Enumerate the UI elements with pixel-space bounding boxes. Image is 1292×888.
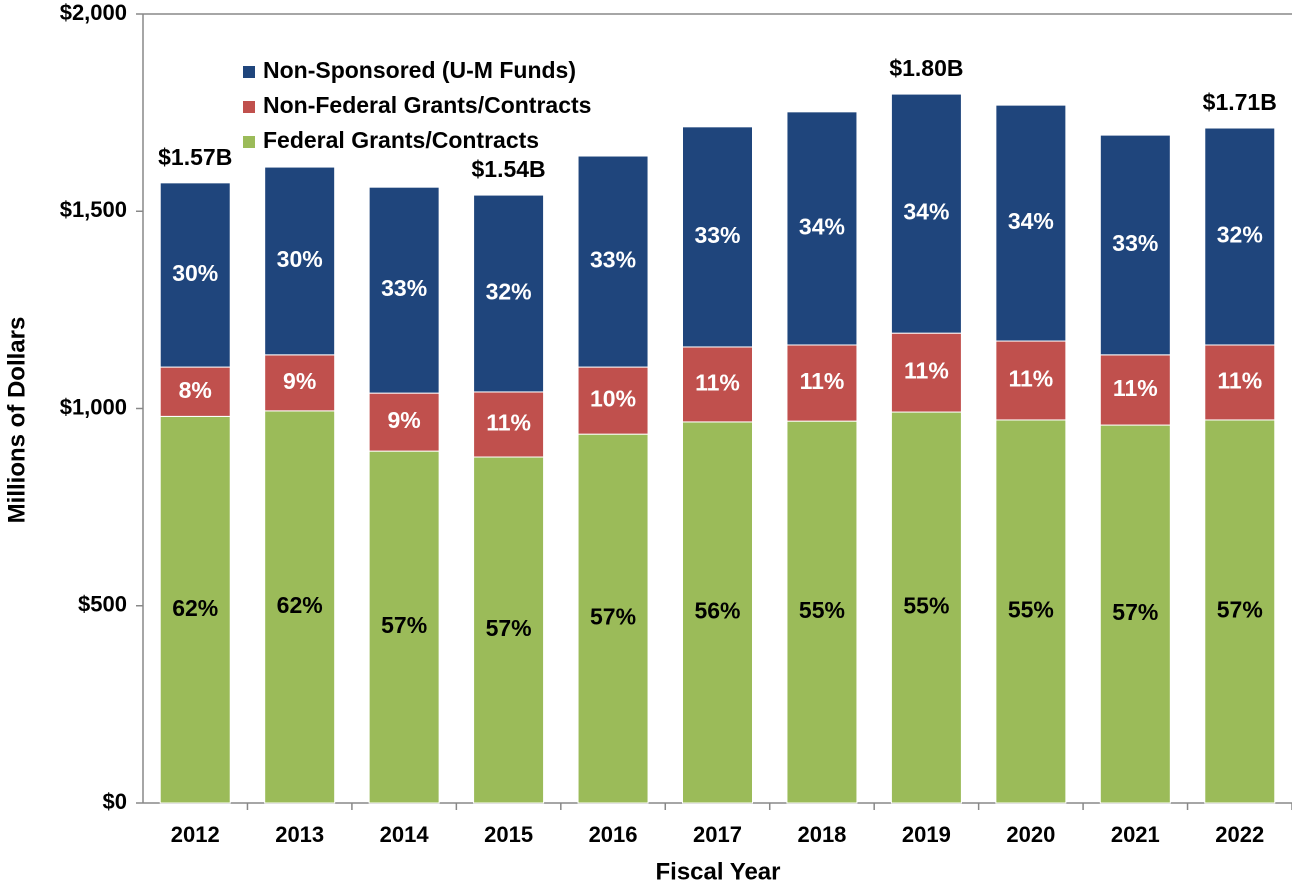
share-label: 55%	[799, 597, 845, 623]
bar-segment	[1204, 127, 1276, 346]
share-label: 11%	[904, 358, 949, 384]
bar-segment	[577, 366, 649, 435]
x-tick-label: 2015	[484, 822, 533, 847]
bar-segment	[264, 166, 336, 356]
x-tick-label: 2017	[693, 822, 742, 847]
share-label: 33%	[694, 222, 740, 248]
y-tick-label: $0	[103, 789, 127, 814]
share-label: 11%	[1008, 366, 1053, 392]
bar-segment	[368, 186, 440, 394]
x-tick-label: 2018	[797, 822, 846, 847]
share-label: 30%	[277, 246, 323, 272]
bar-segment	[890, 93, 962, 334]
bar-segment	[786, 344, 858, 422]
bar-segment	[159, 182, 231, 368]
share-label: 57%	[486, 615, 532, 641]
share-label: 11%	[800, 368, 845, 394]
share-label: 8%	[179, 377, 212, 403]
y-tick-label: $1,500	[60, 197, 127, 222]
y-tick-label: $2,000	[60, 0, 127, 25]
total-label: $1.54B	[472, 156, 546, 182]
bar-segment	[682, 346, 753, 423]
bar-segment	[368, 450, 440, 804]
bar-segment	[1204, 419, 1276, 804]
x-tick-label: 2012	[171, 822, 220, 847]
x-axis-title: Fiscal Year	[656, 858, 781, 885]
bar-segment	[1204, 344, 1276, 421]
bar-segment	[264, 354, 336, 412]
legend-label: Non-Federal Grants/Contracts	[263, 92, 591, 118]
share-label: 56%	[694, 598, 740, 624]
share-label: 11%	[486, 410, 531, 436]
share-label: 34%	[903, 199, 949, 225]
total-label: $1.57B	[158, 144, 232, 170]
share-label: 9%	[283, 368, 316, 394]
share-label: 57%	[1112, 599, 1158, 625]
bar-segment	[995, 419, 1067, 804]
bar-segment	[159, 415, 231, 804]
x-tick-label: 2016	[589, 822, 638, 847]
bar-segment	[786, 420, 858, 804]
share-label: 11%	[1113, 375, 1158, 401]
legend-swatch	[243, 101, 255, 113]
bar-segment	[264, 410, 336, 804]
bar-segment	[1099, 424, 1171, 804]
x-tick-label: 2019	[902, 822, 951, 847]
bar-segment	[577, 433, 649, 804]
share-label: 34%	[1008, 208, 1054, 234]
bar-segment	[682, 126, 753, 348]
bar-segment	[1099, 134, 1171, 356]
share-label: 9%	[388, 407, 421, 433]
x-tick-label: 2014	[380, 822, 430, 847]
bar-segment	[995, 104, 1067, 342]
total-label: $1.80B	[889, 55, 963, 81]
bar-segment	[682, 421, 753, 804]
share-label: 11%	[695, 370, 740, 396]
bar-segment	[890, 411, 962, 804]
bar-segment	[1099, 354, 1171, 426]
bar-segment	[890, 332, 962, 413]
share-label: 34%	[799, 213, 845, 239]
x-tick-label: 2021	[1111, 822, 1160, 847]
total-label: $1.71B	[1203, 89, 1277, 115]
y-tick-label: $500	[78, 592, 127, 617]
legend-label: Federal Grants/Contracts	[263, 127, 539, 153]
bar-segment	[159, 366, 231, 417]
share-label: 55%	[1008, 597, 1054, 623]
share-label: 62%	[172, 595, 218, 621]
share-label: 55%	[903, 593, 949, 619]
bar-segment	[473, 391, 545, 458]
legend-swatch	[243, 66, 255, 78]
y-tick-label: $1,000	[60, 394, 127, 419]
y-axis-title: Millions of Dollars	[3, 317, 30, 524]
share-label: 33%	[590, 247, 636, 273]
share-label: 57%	[590, 604, 636, 630]
bar-segment	[786, 111, 858, 346]
share-label: 30%	[172, 260, 218, 286]
share-label: 33%	[1112, 230, 1158, 256]
x-tick-label: 2022	[1215, 822, 1264, 847]
bar-segment	[473, 194, 545, 393]
x-tick-label: 2013	[275, 822, 324, 847]
share-label: 10%	[590, 386, 636, 412]
bar-segment	[368, 392, 440, 452]
share-label: 57%	[1217, 597, 1263, 623]
share-label: 33%	[381, 275, 427, 301]
legend-label: Non-Sponsored (U-M Funds)	[263, 57, 576, 83]
share-label: 11%	[1217, 368, 1262, 394]
bar-segment	[473, 456, 545, 804]
x-tick-label: 2020	[1006, 822, 1055, 847]
bar-segment	[577, 155, 649, 368]
share-label: 57%	[381, 612, 427, 638]
share-label: 32%	[1217, 222, 1263, 248]
legend-swatch	[243, 136, 255, 148]
share-label: 62%	[277, 592, 323, 618]
share-label: 32%	[486, 279, 532, 305]
